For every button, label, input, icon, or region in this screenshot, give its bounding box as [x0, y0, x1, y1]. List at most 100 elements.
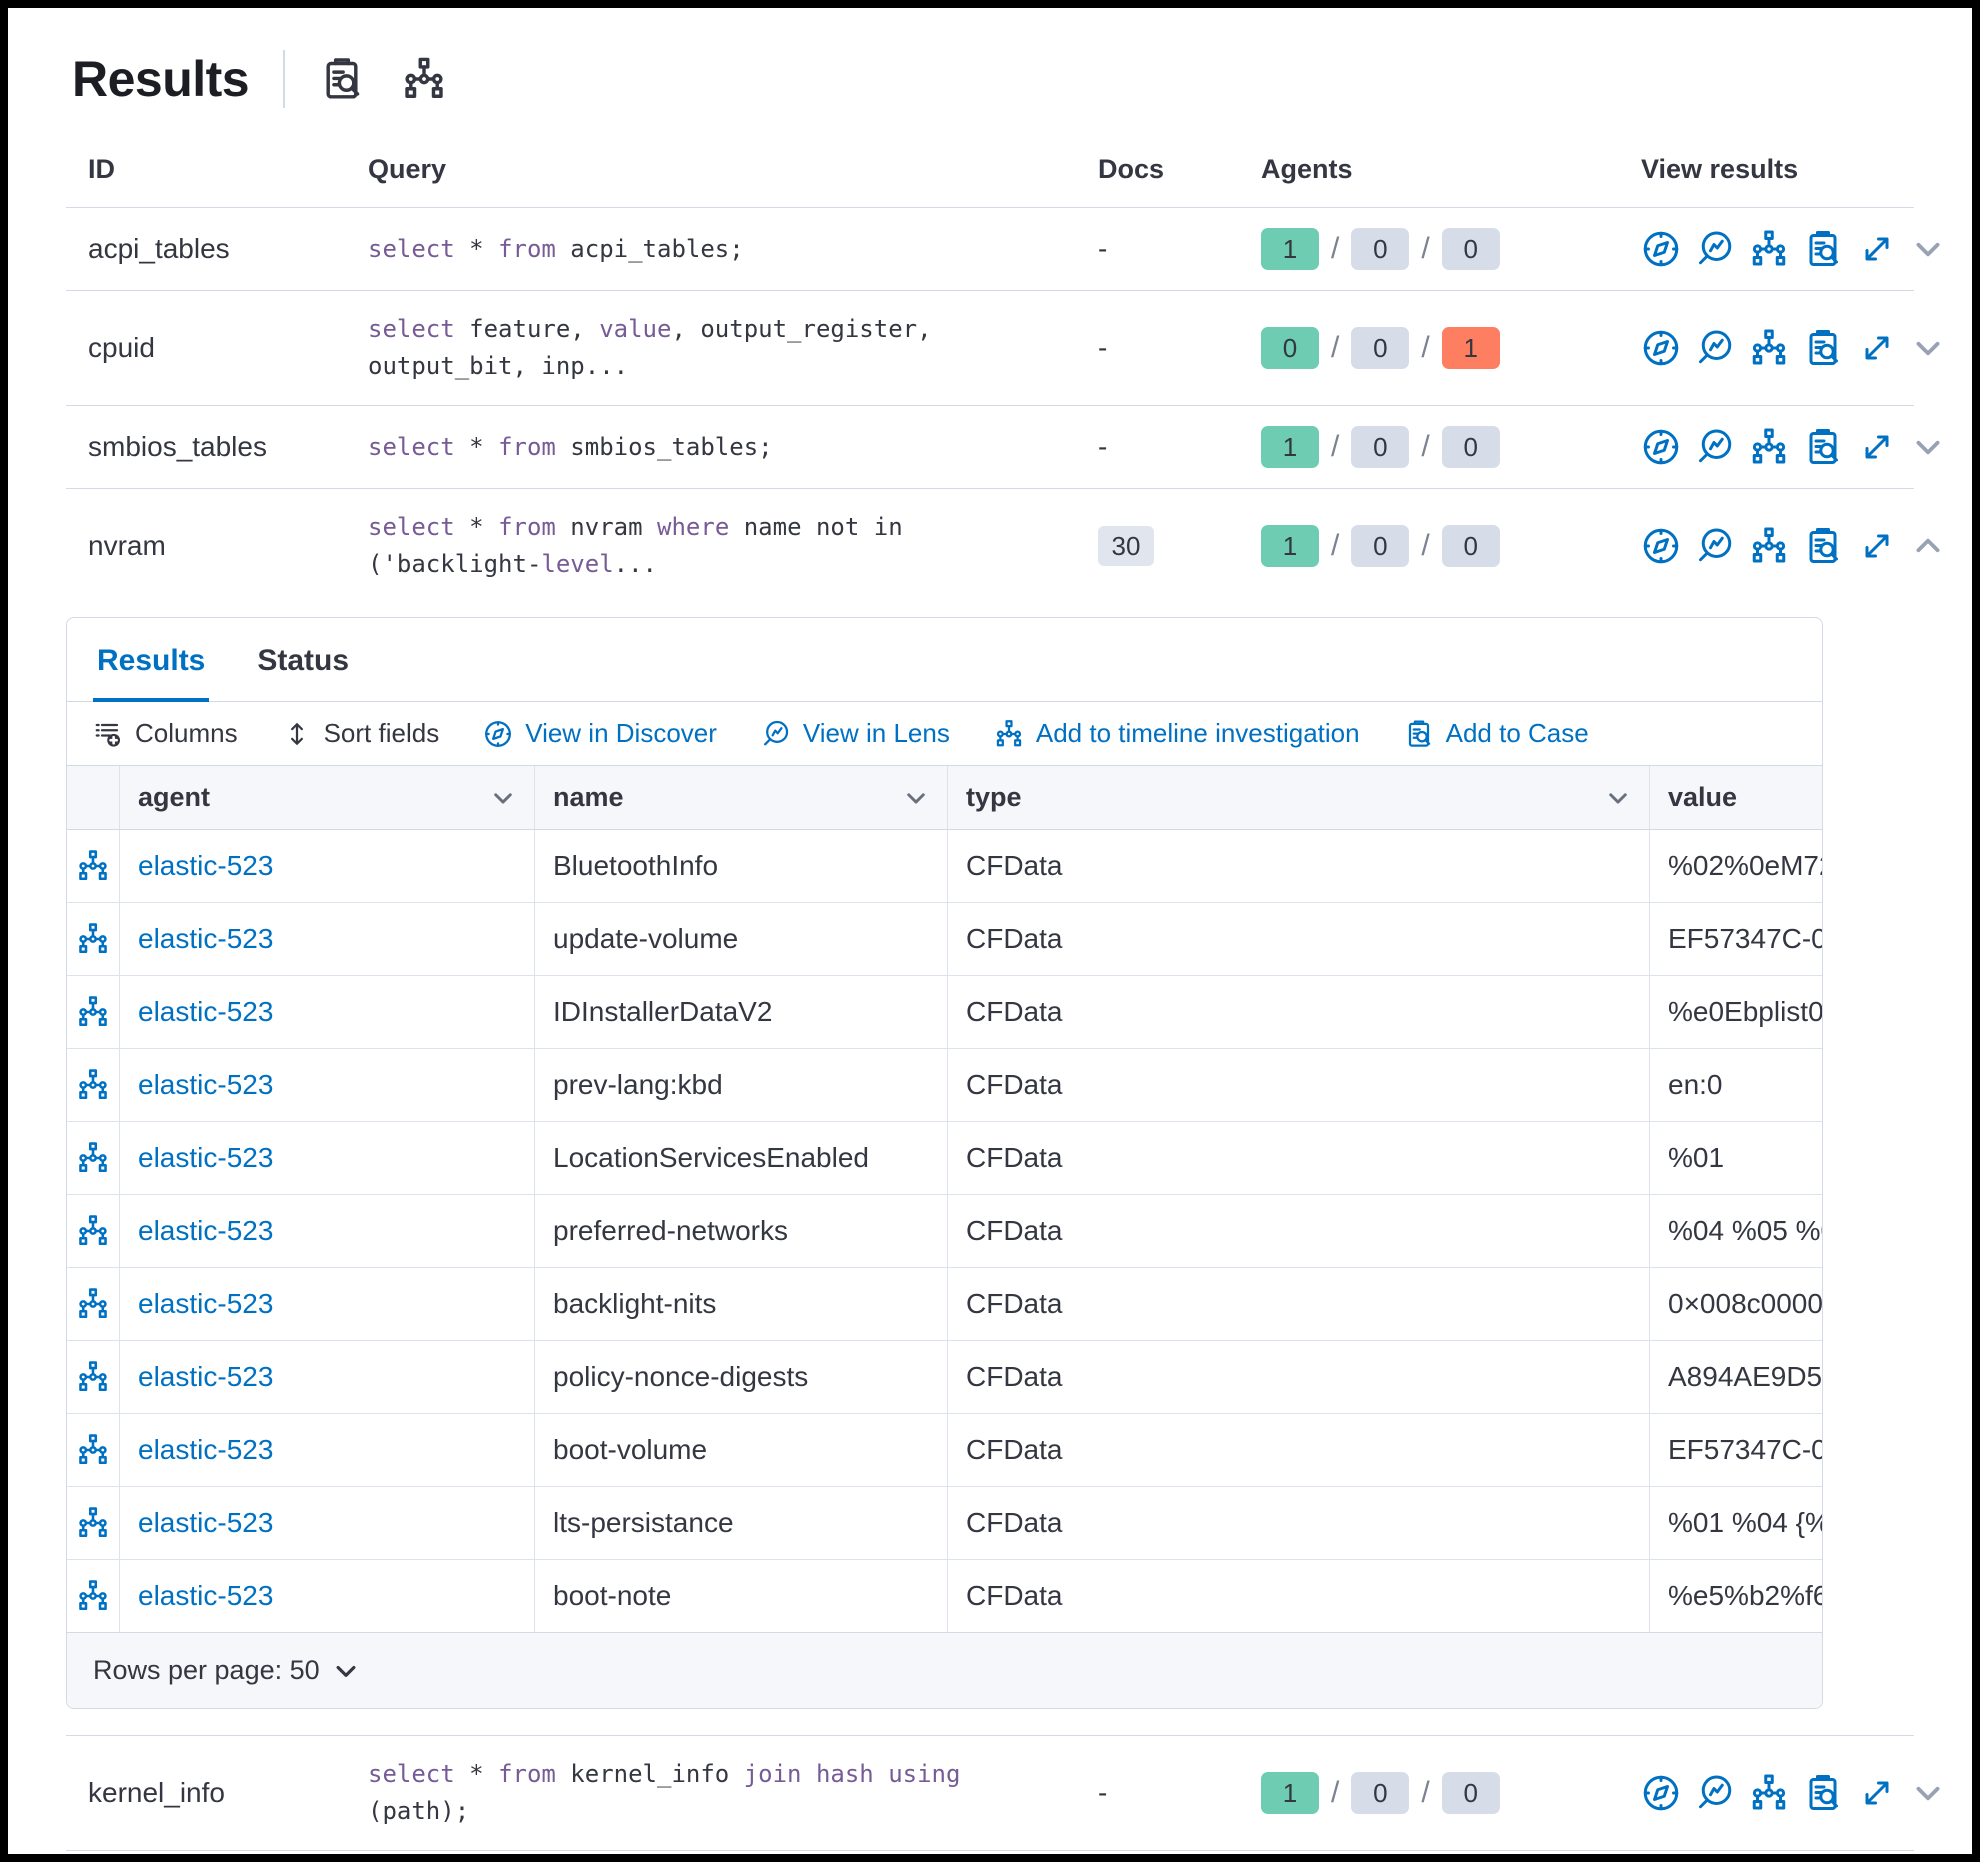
case-icon[interactable] — [1803, 427, 1843, 467]
add-to-timeline-cell[interactable] — [67, 1487, 119, 1559]
add-to-timeline-cell[interactable] — [67, 903, 119, 975]
toolbar-view-in-discover[interactable]: View in Discover — [483, 718, 717, 749]
lens-icon[interactable] — [1695, 328, 1735, 368]
add-to-timeline-cell[interactable] — [67, 1414, 119, 1486]
query-row-nvram: nvram select * from nvram where name not … — [66, 489, 1940, 603]
timeline-icon[interactable] — [76, 1214, 110, 1248]
lens-icon[interactable] — [1695, 526, 1735, 566]
toolbar-label: Add to Case — [1445, 718, 1589, 748]
chevron-down-icon[interactable] — [1605, 785, 1631, 811]
query-sql: select * from acpi_tables; — [368, 234, 744, 263]
agent-link[interactable]: elastic-523 — [138, 1580, 274, 1611]
column-header-view-results: View results — [1641, 154, 1799, 184]
chevron-down-icon[interactable] — [1911, 1776, 1945, 1810]
queries-table-header: ID Query Docs Agents View results — [66, 154, 1914, 208]
chevron-down-icon[interactable] — [332, 1657, 360, 1685]
agent-link[interactable]: elastic-523 — [138, 1361, 274, 1392]
timeline-icon[interactable] — [76, 849, 110, 883]
expand-icon[interactable] — [1857, 526, 1897, 566]
tab-results[interactable]: Results — [93, 618, 210, 702]
agents-badge-default: 0 — [1351, 426, 1410, 468]
add-to-timeline-cell[interactable] — [67, 1341, 119, 1413]
timeline-icon[interactable] — [76, 1068, 110, 1102]
expand-icon[interactable] — [1857, 328, 1897, 368]
timeline-icon — [994, 719, 1024, 749]
discover-icon[interactable] — [1641, 229, 1681, 269]
discover-icon[interactable] — [1641, 427, 1681, 467]
chevron-down-icon[interactable] — [1911, 331, 1945, 365]
timeline-icon[interactable] — [76, 1579, 110, 1613]
tab-status[interactable]: Status — [257, 644, 350, 677]
add-to-timeline-cell[interactable] — [67, 1049, 119, 1121]
toolbar-add-to-case[interactable]: Add to Case — [1404, 718, 1589, 749]
query-row-kernel_info: kernel_info select * from kernel_info joi… — [66, 1735, 1940, 1851]
chevron-down-icon[interactable] — [903, 785, 929, 811]
grid-column-header-agent[interactable]: agent — [119, 766, 534, 829]
agent-link[interactable]: elastic-523 — [138, 996, 274, 1027]
timeline-icon[interactable] — [1749, 328, 1789, 368]
grid-column-header-value[interactable]: value — [1649, 766, 1822, 829]
discover-icon[interactable] — [1641, 526, 1681, 566]
type-cell: CFData — [947, 903, 1649, 975]
agent-link[interactable]: elastic-523 — [138, 1215, 274, 1246]
grid-column-header-name[interactable]: name — [534, 766, 947, 829]
lens-icon[interactable] — [1695, 229, 1735, 269]
agent-link[interactable]: elastic-523 — [138, 1288, 274, 1319]
expand-icon[interactable] — [1857, 427, 1897, 467]
timeline-icon[interactable] — [76, 922, 110, 956]
agent-link[interactable]: elastic-523 — [138, 1434, 274, 1465]
lens-icon[interactable] — [1695, 427, 1735, 467]
lens-icon[interactable] — [1695, 1773, 1735, 1813]
timeline-icon[interactable] — [1749, 427, 1789, 467]
timeline-icon[interactable] — [76, 1506, 110, 1540]
add-to-timeline-cell[interactable] — [67, 1122, 119, 1194]
toolbar-sort-fields[interactable]: Sort fields — [282, 718, 439, 749]
timeline-icon[interactable] — [1749, 1773, 1789, 1813]
agent-link[interactable]: elastic-523 — [138, 1142, 274, 1173]
agent-link[interactable]: elastic-523 — [138, 1069, 274, 1100]
add-to-timeline-cell[interactable] — [67, 1560, 119, 1632]
result-row: elastic-523 preferred-networks CFData %04 %… — [67, 1195, 1822, 1268]
chevron-down-icon[interactable] — [1911, 430, 1945, 464]
view-results-actions — [1641, 427, 1945, 467]
agent-link[interactable]: elastic-523 — [138, 850, 274, 881]
toolbar-label: Columns — [135, 718, 238, 748]
agent-link[interactable]: elastic-523 — [138, 1507, 274, 1538]
grid-column-header-type[interactable]: type — [947, 766, 1649, 829]
toolbar-view-in-lens[interactable]: View in Lens — [761, 718, 950, 749]
timeline-icon[interactable] — [76, 1360, 110, 1394]
agents-badge-default: 0 — [1441, 1772, 1500, 1814]
chevron-down-icon[interactable] — [1911, 232, 1945, 266]
case-icon[interactable] — [1803, 229, 1843, 269]
discover-icon[interactable] — [1641, 328, 1681, 368]
case-icon[interactable] — [1803, 1773, 1843, 1813]
case-icon[interactable] — [1803, 526, 1843, 566]
agents-status: 0 / 0 / 1 — [1261, 327, 1641, 369]
grid-column-label: agent — [138, 782, 211, 812]
timeline-icon[interactable] — [1749, 229, 1789, 269]
chevron-up-icon[interactable] — [1911, 529, 1945, 563]
add-to-timeline-cell[interactable] — [67, 830, 119, 902]
timeline-icon[interactable] — [76, 995, 110, 1029]
rows-per-page-button[interactable]: Rows per page: 50 — [93, 1655, 320, 1685]
case-icon[interactable] — [1803, 328, 1843, 368]
timeline-icon[interactable] — [76, 1433, 110, 1467]
timeline-icon[interactable] — [76, 1287, 110, 1321]
chevron-down-icon[interactable] — [490, 785, 516, 811]
column-header-id: ID — [88, 154, 115, 184]
toolbar-add-to-timeline-investigation[interactable]: Add to timeline investigation — [994, 718, 1360, 749]
expand-icon[interactable] — [1857, 229, 1897, 269]
query-id: nvram — [88, 530, 166, 561]
toolbar-columns[interactable]: Columns — [93, 718, 238, 749]
add-to-timeline-cell[interactable] — [67, 1268, 119, 1340]
add-to-timeline-cell[interactable] — [67, 1195, 119, 1267]
grid-column-label: value — [1668, 782, 1738, 812]
expand-icon[interactable] — [1857, 1773, 1897, 1813]
agents-separator: / — [1421, 232, 1430, 265]
timeline-icon[interactable] — [76, 1141, 110, 1175]
discover-icon[interactable] — [1641, 1773, 1681, 1813]
timeline-icon[interactable] — [1749, 526, 1789, 566]
add-to-timeline-cell[interactable] — [67, 976, 119, 1048]
agent-link[interactable]: elastic-523 — [138, 923, 274, 954]
